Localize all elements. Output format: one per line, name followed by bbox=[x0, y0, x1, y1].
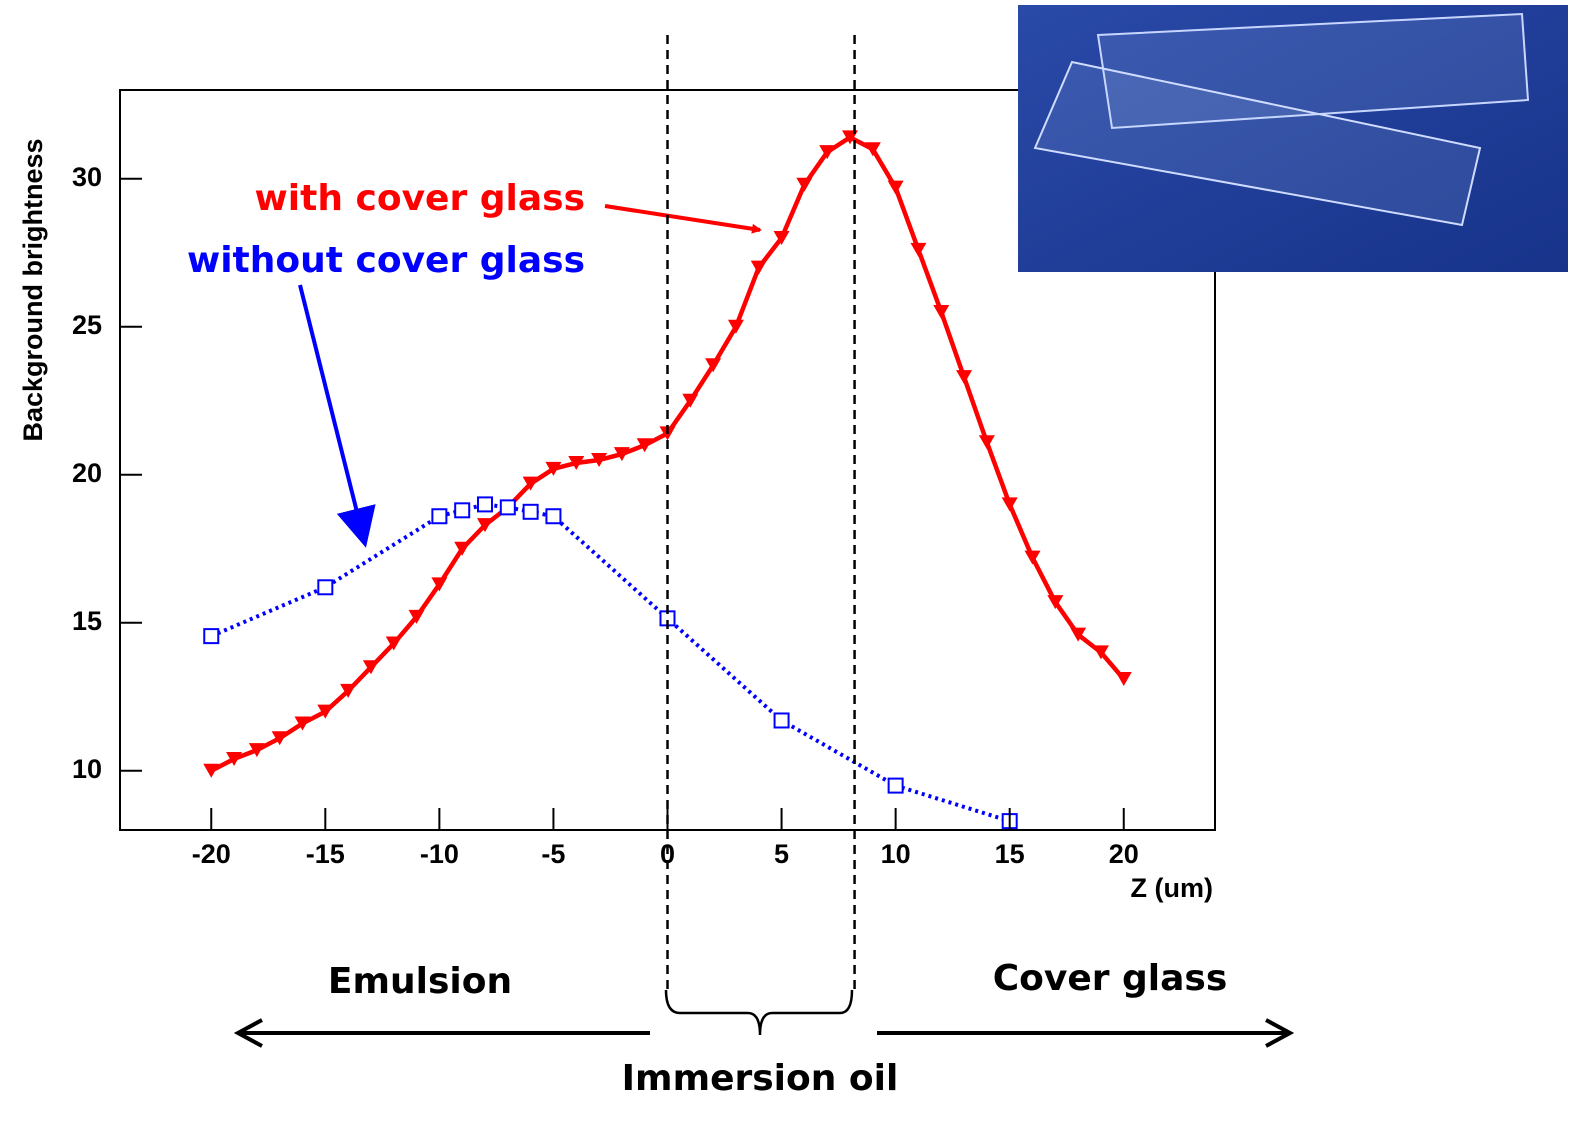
data-point bbox=[933, 305, 949, 319]
data-point bbox=[1025, 551, 1041, 565]
x-axis-title: Z (um) bbox=[1131, 873, 1213, 903]
data-point bbox=[204, 629, 218, 643]
data-point bbox=[501, 500, 515, 514]
chart: Background brightness Z (um) with cover … bbox=[0, 0, 1596, 1119]
data-point bbox=[478, 497, 492, 511]
x-tick-label: 10 bbox=[881, 839, 911, 869]
x-tick-label: -20 bbox=[192, 839, 231, 869]
y-axis-title: Background brightness bbox=[18, 138, 48, 441]
data-point bbox=[455, 503, 469, 517]
y-tick-label: 15 bbox=[72, 606, 102, 636]
data-point bbox=[546, 509, 560, 523]
x-tick-label: 5 bbox=[774, 839, 789, 869]
direction-arrows bbox=[238, 1020, 1290, 1046]
data-point bbox=[203, 764, 219, 778]
data-point bbox=[432, 509, 446, 523]
brace bbox=[666, 990, 852, 1035]
data-point bbox=[888, 181, 904, 195]
data-point bbox=[751, 261, 767, 275]
data-point bbox=[889, 779, 903, 793]
data-point bbox=[956, 370, 972, 384]
y-tick-label: 30 bbox=[72, 162, 102, 192]
y-tick-label: 25 bbox=[72, 310, 102, 340]
data-point bbox=[865, 142, 881, 156]
pointer-arrow bbox=[300, 285, 364, 540]
data-point bbox=[979, 435, 995, 449]
x-tick-label: -15 bbox=[306, 839, 345, 869]
region-label: Cover glass bbox=[993, 958, 1228, 999]
region-label: Immersion oil bbox=[622, 1058, 899, 1099]
x-tick-label: -5 bbox=[541, 839, 565, 869]
y-tick-label: 10 bbox=[72, 754, 102, 784]
data-point bbox=[1002, 497, 1018, 511]
data-point bbox=[728, 320, 744, 334]
x-tick-label: 15 bbox=[995, 839, 1025, 869]
photo-inset bbox=[1018, 5, 1568, 272]
series-line bbox=[211, 504, 1009, 821]
data-point bbox=[318, 580, 332, 594]
x-tick-label: 20 bbox=[1109, 839, 1139, 869]
pointer-arrow bbox=[605, 206, 760, 230]
y-tick-label: 20 bbox=[72, 458, 102, 488]
data-point bbox=[524, 505, 538, 519]
series-label: with cover glass bbox=[255, 178, 585, 219]
region-label: Emulsion bbox=[328, 961, 512, 1002]
data-point bbox=[1116, 672, 1132, 686]
data-point bbox=[910, 243, 926, 257]
series-label: without cover glass bbox=[187, 240, 585, 281]
data-point bbox=[796, 178, 812, 192]
data-point bbox=[775, 713, 789, 727]
x-tick-label: -10 bbox=[420, 839, 459, 869]
